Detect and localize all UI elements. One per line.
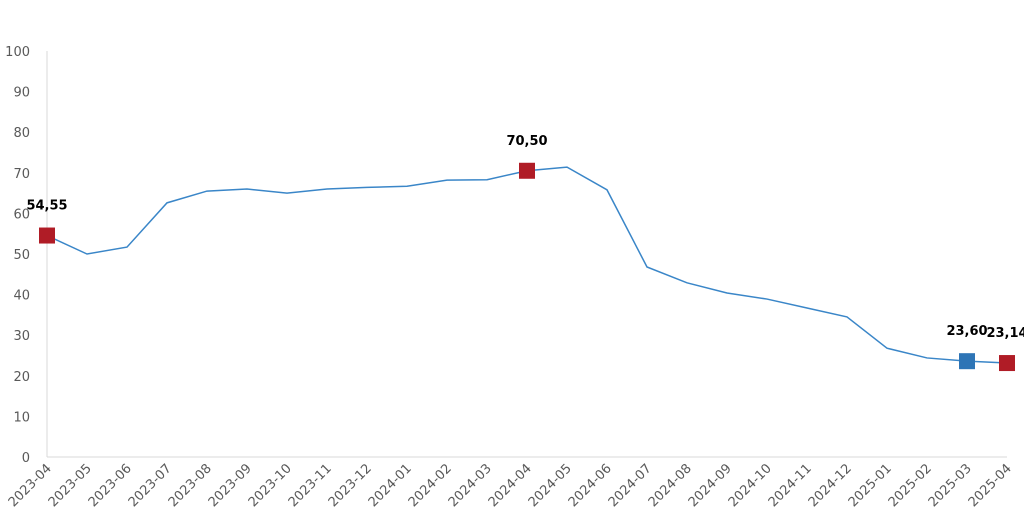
x-tick-label: 2024-05 xyxy=(526,461,575,510)
x-tick-label: 2024-06 xyxy=(566,461,615,510)
marker xyxy=(999,355,1015,372)
x-tick-label: 2024-09 xyxy=(686,461,735,510)
y-tick-label: 60 xyxy=(13,207,30,222)
marker xyxy=(959,353,975,370)
value-label: 70,50 xyxy=(506,134,547,149)
x-tick-label: 2024-11 xyxy=(766,461,815,510)
x-tick-label: 2023-12 xyxy=(326,461,375,510)
x-tick-label: 2023-10 xyxy=(246,461,295,510)
y-tick-label: 100 xyxy=(5,45,30,60)
x-tick-label: 2025-03 xyxy=(926,461,975,510)
x-tick-label: 2024-08 xyxy=(646,461,695,510)
x-tick-label: 2023-08 xyxy=(166,461,215,510)
line xyxy=(46,166,1008,364)
x-tick-label: 2023-06 xyxy=(86,461,135,510)
y-tick-label: 30 xyxy=(13,329,30,344)
y-tick-label: 10 xyxy=(13,410,30,425)
y-tick-label: 80 xyxy=(13,126,30,141)
x-tick-label: 2023-09 xyxy=(206,461,255,510)
y-tick-label: 90 xyxy=(13,86,30,101)
marker xyxy=(39,227,55,244)
x-tick-label: 2024-02 xyxy=(406,461,455,510)
x-tick-label: 2025-04 xyxy=(966,461,1015,510)
y-tick-label: 20 xyxy=(13,370,30,385)
y-tick-label: 50 xyxy=(13,248,30,263)
x-tick-label: 2024-04 xyxy=(486,461,535,510)
x-tick-label: 2023-04 xyxy=(6,461,55,510)
value-label: 23,60 xyxy=(946,324,987,339)
x-tick-label: 2023-07 xyxy=(126,461,175,510)
x-tick-label: 2024-12 xyxy=(806,461,855,510)
y-tick-label: 40 xyxy=(13,289,30,304)
x-tick-label: 2024-10 xyxy=(726,461,775,510)
x-tick-label: 2025-01 xyxy=(846,461,895,510)
x-tick-label: 2024-03 xyxy=(446,461,495,510)
value-label: 23,14 xyxy=(986,326,1024,341)
x-tick-label: 2024-01 xyxy=(366,461,415,510)
y-tick-label: 70 xyxy=(13,167,30,182)
x-tick-label: 2025-02 xyxy=(886,461,935,510)
y-tick-label: 0 xyxy=(22,451,30,466)
x-tick-label: 2023-11 xyxy=(286,461,335,510)
value-label: 54,55 xyxy=(26,199,67,214)
x-tick-label: 2024-07 xyxy=(606,461,655,510)
x-tick-label: 2023-05 xyxy=(46,461,95,510)
marker xyxy=(519,162,535,179)
